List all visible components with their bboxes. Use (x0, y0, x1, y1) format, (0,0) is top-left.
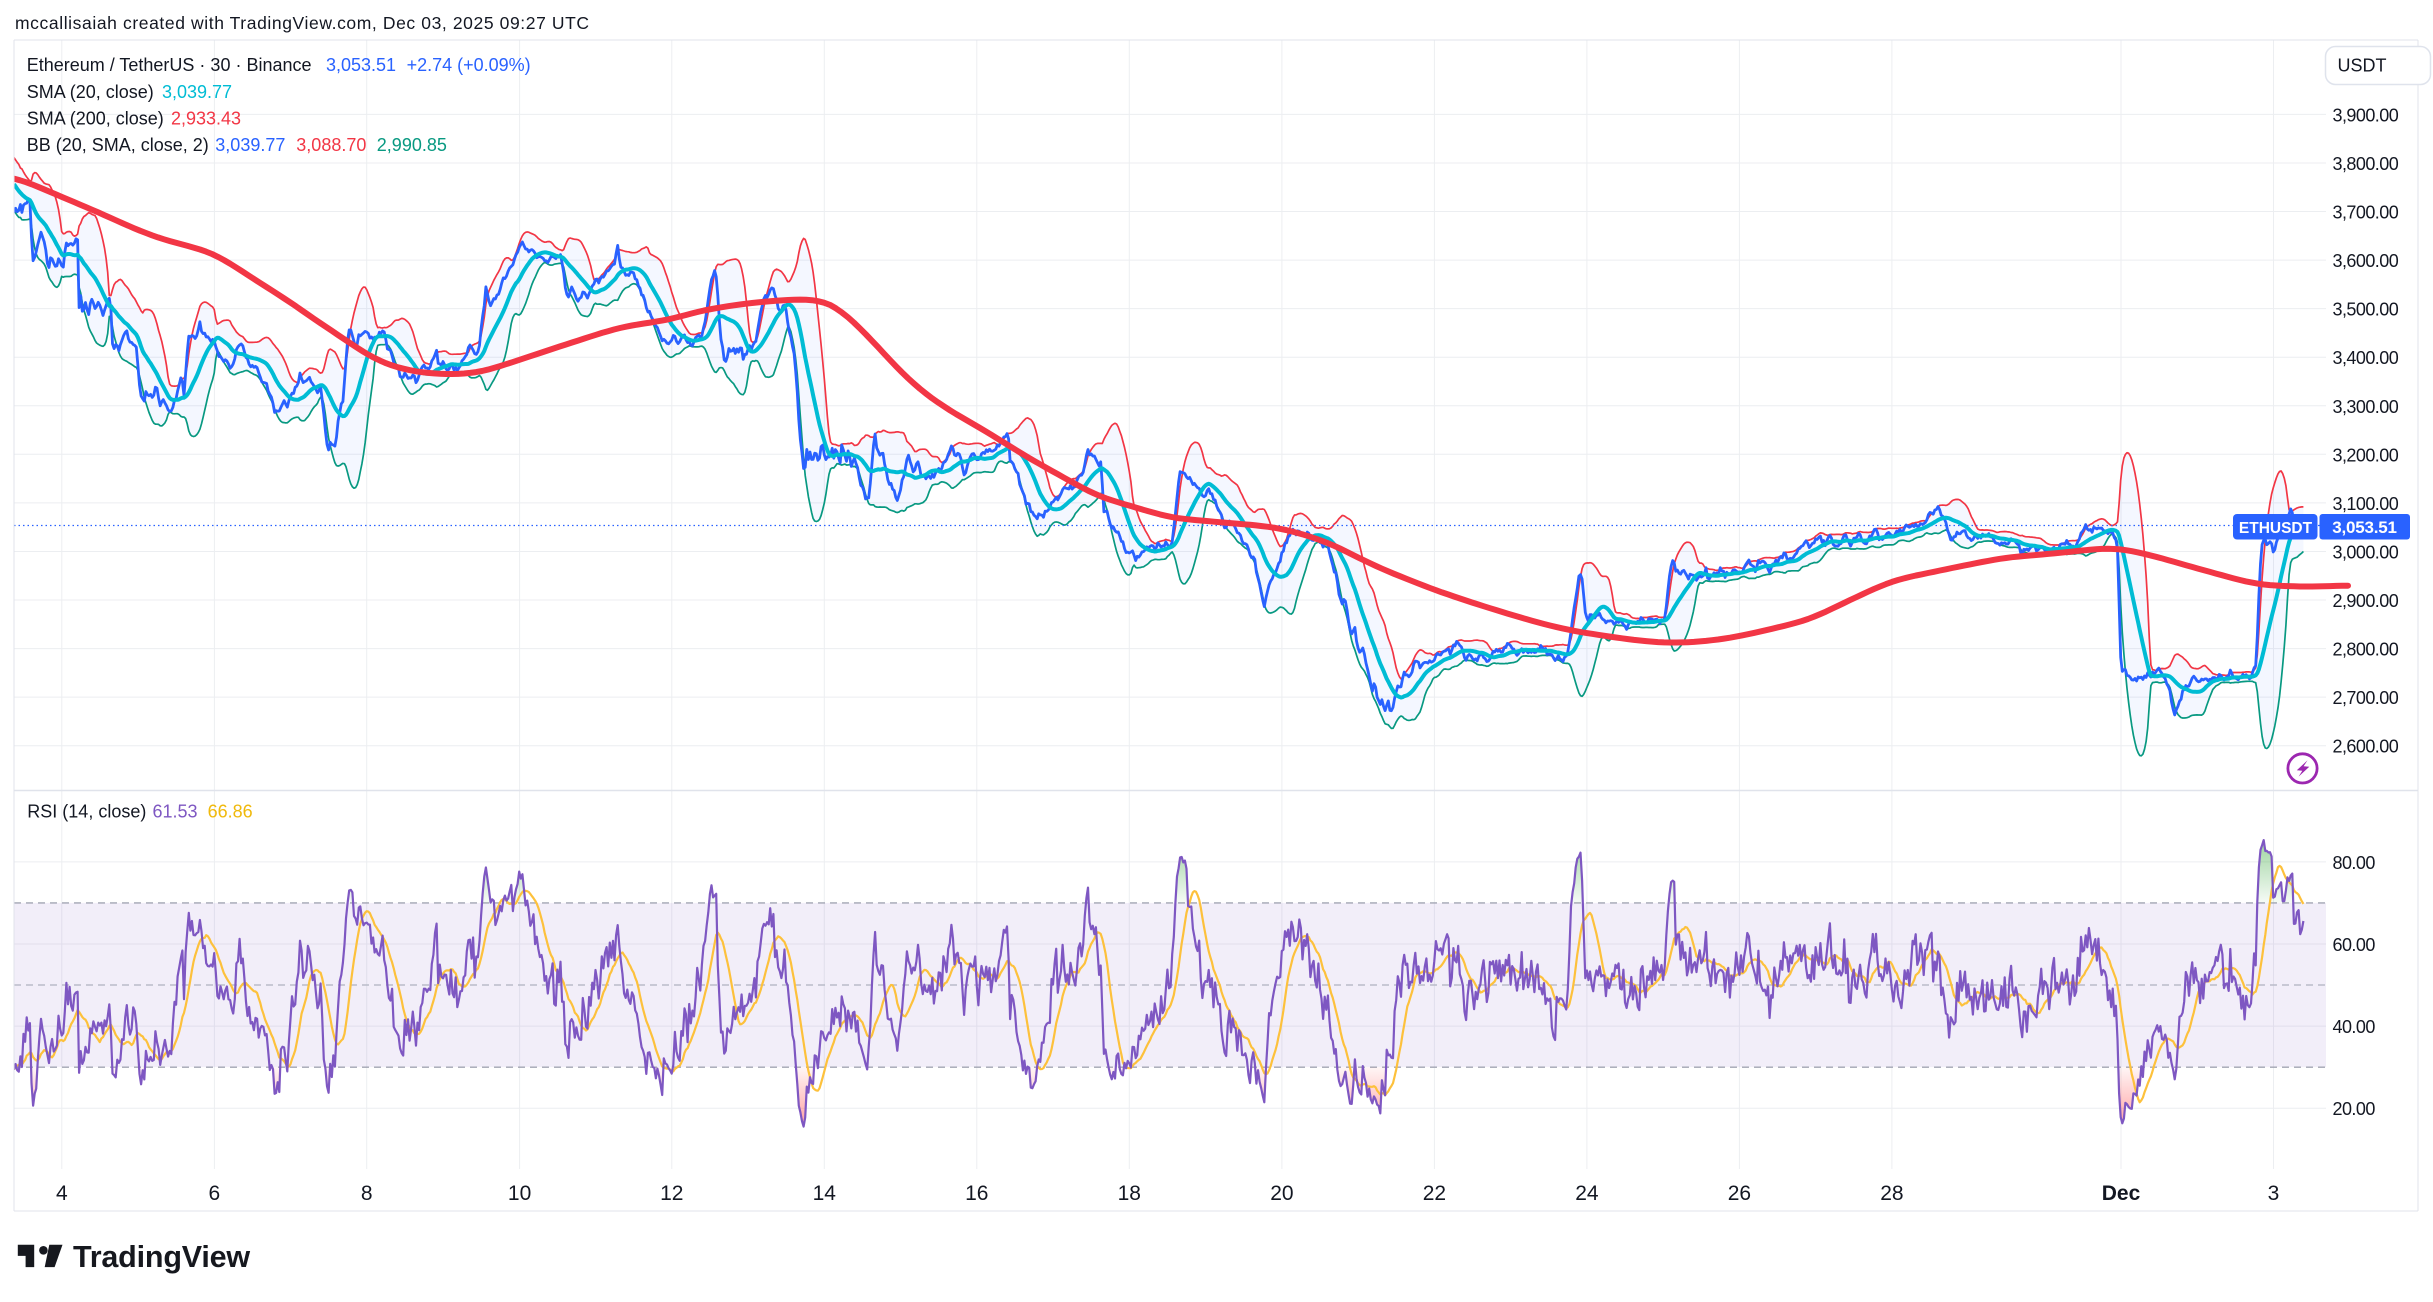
svg-text:3,200.00: 3,200.00 (2333, 445, 2399, 465)
svg-text:3,053.51: 3,053.51 (2332, 518, 2397, 537)
svg-text:40.00: 40.00 (2333, 1017, 2376, 1037)
svg-text:SMA (200, close)2,933.43: SMA (200, close) 2,933.43 (27, 109, 241, 129)
svg-text:2,700.00: 2,700.00 (2333, 688, 2399, 708)
svg-text:TradingView: TradingView (73, 1240, 250, 1274)
svg-text:3,600.00: 3,600.00 (2333, 251, 2399, 271)
svg-text:16: 16 (965, 1182, 988, 1205)
svg-text:8: 8 (361, 1182, 373, 1205)
svg-text:3,300.00: 3,300.00 (2333, 397, 2399, 417)
svg-text:mccallisaiah created with Trad: mccallisaiah created with TradingView.co… (15, 13, 590, 33)
svg-text:3,700.00: 3,700.00 (2333, 203, 2399, 223)
svg-text:60.00: 60.00 (2333, 935, 2376, 955)
svg-text:3,400.00: 3,400.00 (2333, 348, 2399, 368)
svg-text:26: 26 (1728, 1182, 1751, 1205)
svg-text:22: 22 (1423, 1182, 1446, 1205)
svg-text:3: 3 (2268, 1182, 2280, 1205)
svg-text:20.00: 20.00 (2333, 1099, 2376, 1119)
svg-text:2,900.00: 2,900.00 (2333, 591, 2399, 611)
svg-text:USDT: USDT (2338, 56, 2387, 76)
svg-text:BB (20, SMA, close, 2)3,039.77: BB (20, SMA, close, 2) 3,039.77 3,088.70 2,… (27, 135, 447, 155)
svg-text:4: 4 (56, 1182, 68, 1205)
svg-text:6: 6 (209, 1182, 221, 1205)
svg-text:14: 14 (813, 1182, 837, 1205)
svg-text:2,600.00: 2,600.00 (2333, 737, 2399, 757)
svg-text:Ethereum / TetherUS · 30 · Bin: Ethereum / TetherUS · 30 · Binance 3,053.… (27, 55, 531, 75)
svg-text:10: 10 (508, 1182, 531, 1205)
svg-text:12: 12 (660, 1182, 683, 1205)
svg-text:SMA (20, close)3,039.77: SMA (20, close) 3,039.77 (27, 82, 232, 102)
svg-text:2,800.00: 2,800.00 (2333, 640, 2399, 660)
svg-text:80.00: 80.00 (2333, 853, 2376, 873)
svg-text:3,800.00: 3,800.00 (2333, 154, 2399, 174)
svg-text:20: 20 (1270, 1182, 1293, 1205)
svg-text:28: 28 (1880, 1182, 1903, 1205)
svg-text:3,100.00: 3,100.00 (2333, 494, 2399, 514)
svg-text:Dec: Dec (2102, 1182, 2141, 1205)
svg-text:3,000.00: 3,000.00 (2333, 543, 2399, 563)
svg-text:24: 24 (1575, 1182, 1599, 1205)
svg-text:3,500.00: 3,500.00 (2333, 300, 2399, 320)
svg-text:3,900.00: 3,900.00 (2333, 105, 2399, 125)
svg-text:18: 18 (1118, 1182, 1141, 1205)
svg-text:ETHUSDT: ETHUSDT (2239, 520, 2313, 537)
